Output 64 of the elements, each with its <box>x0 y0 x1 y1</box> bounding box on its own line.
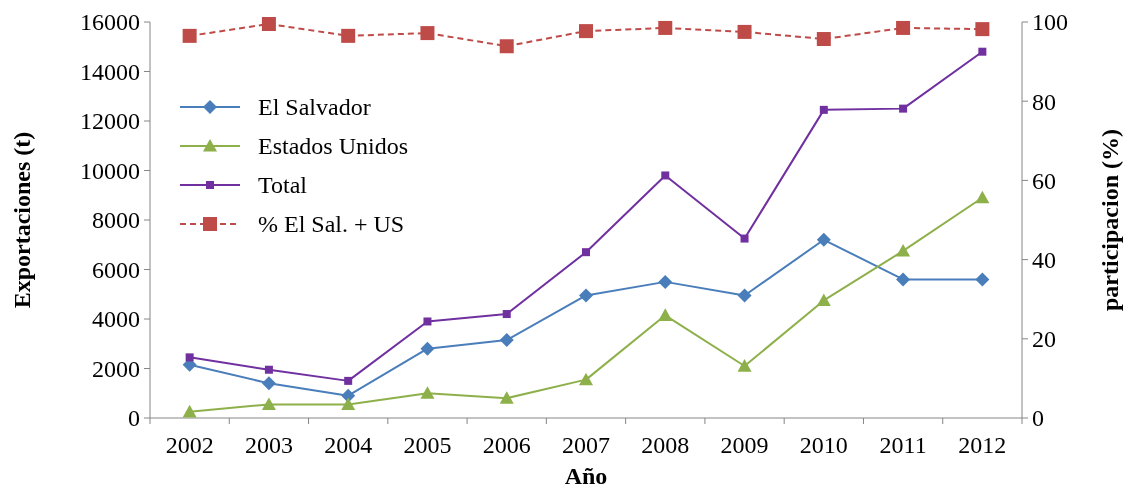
y-tick-label: 2000 <box>92 355 140 382</box>
point <box>582 248 590 257</box>
point <box>658 308 673 321</box>
point <box>420 341 435 356</box>
point <box>499 333 514 348</box>
point <box>899 104 908 113</box>
point <box>816 293 831 307</box>
y2-tick-label: 80 <box>1032 88 1056 115</box>
y-tick-label: 14000 <box>80 58 140 85</box>
x-tick-label: 2008 <box>641 432 690 458</box>
point <box>740 234 749 243</box>
point <box>975 190 990 204</box>
x-tick-label: 2010 <box>799 432 848 458</box>
point <box>579 372 593 386</box>
x-axis-title: Año <box>564 463 608 489</box>
x-tick-label: 2002 <box>165 432 214 458</box>
point <box>502 310 511 319</box>
point <box>182 404 197 418</box>
point <box>978 47 987 56</box>
point <box>499 391 514 404</box>
point <box>261 376 276 391</box>
y2-tick-label: 100 <box>1032 9 1068 36</box>
x-tick-label: 2009 <box>720 432 769 458</box>
point <box>661 171 670 180</box>
legend-label: Estados Unidos <box>258 133 408 160</box>
legend-label: % El Sal. + US <box>258 211 405 238</box>
y-tick-label: 0 <box>128 405 140 432</box>
point <box>975 272 990 287</box>
point <box>261 397 276 410</box>
y-tick-label: 12000 <box>80 108 140 135</box>
y2-axis-title: participacion (%) <box>1097 129 1123 311</box>
point <box>264 365 273 374</box>
y-tick-label: 10000 <box>80 157 140 184</box>
x-tick-label: 2005 <box>403 432 452 458</box>
point <box>658 274 673 289</box>
x-tick-label: 2003 <box>244 432 293 458</box>
y2-tick-label: 40 <box>1032 247 1056 273</box>
point <box>819 105 828 114</box>
point <box>344 376 353 385</box>
y2-tick-label: 60 <box>1032 167 1056 194</box>
point <box>423 317 432 326</box>
point <box>737 288 752 303</box>
y2-tick-label: 0 <box>1032 405 1044 432</box>
x-tick-label: 2004 <box>324 432 373 458</box>
y2-tick-label: 20 <box>1032 326 1056 353</box>
y-tick-label: 4000 <box>92 306 140 333</box>
point <box>737 359 752 372</box>
x-tick-label: 2006 <box>482 432 531 458</box>
x-tick-label: 2012 <box>958 432 1007 458</box>
y-tick-label: 6000 <box>92 256 140 283</box>
point <box>420 386 435 399</box>
point <box>896 243 911 257</box>
point <box>579 288 593 303</box>
x-tick-label: 2007 <box>562 432 610 458</box>
x-tick-label: 2011 <box>879 432 927 458</box>
legend-label: El Salvador <box>258 94 371 121</box>
y-tick-label: 8000 <box>92 207 140 234</box>
point <box>816 232 831 247</box>
point <box>341 397 356 410</box>
y-tick-label: 16000 <box>80 9 140 36</box>
point <box>185 353 194 362</box>
legend-label: Total <box>258 172 308 199</box>
y-axis-title: Exportaciones (t) <box>9 131 35 309</box>
point <box>896 272 911 287</box>
